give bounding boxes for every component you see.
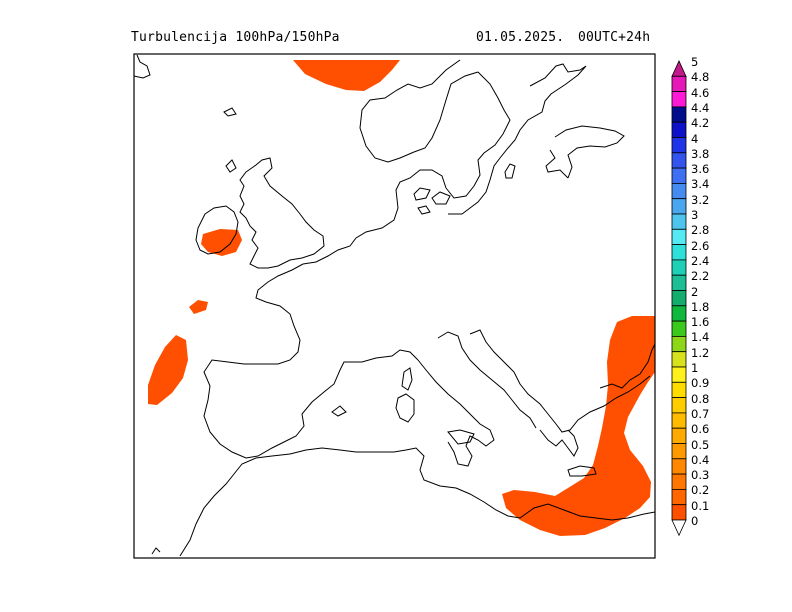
turbulence-area-east-mediterranean — [502, 316, 655, 536]
coastline-france-iberia — [203, 263, 419, 459]
coastline-sweden-baltic — [445, 71, 511, 199]
legend-swatch — [671, 137, 687, 154]
legend-swatch — [671, 335, 687, 353]
legend-swatch — [671, 397, 687, 414]
legend-level-label: 0.5 — [691, 437, 710, 452]
coastline-italy — [417, 359, 495, 467]
legend-swatch — [671, 458, 687, 475]
coastline-adriatic — [437, 331, 537, 429]
legend-swatch — [671, 182, 687, 200]
legend-level-label: 4.6 — [691, 85, 710, 100]
legend-swatch — [671, 412, 687, 429]
legend-level-label: 3.8 — [691, 146, 710, 161]
turbulence-area-north-sea — [293, 60, 400, 91]
coastline-britain — [239, 157, 325, 269]
legend-swatch — [671, 473, 687, 490]
legend-level-label: 0.3 — [691, 468, 710, 483]
legend-swatch — [671, 213, 687, 230]
legend-swatch — [671, 167, 687, 184]
coastline-balkans — [469, 329, 651, 433]
legend-level-label: 1.2 — [691, 345, 710, 360]
coastline-north-africa — [151, 447, 656, 557]
turbulence-area-atlantic-small — [189, 300, 208, 314]
legend-level-label: 3 — [691, 208, 699, 222]
legend-level-label: 1.6 — [691, 315, 710, 330]
coastline-baltic-south — [545, 149, 569, 179]
legend-level-label: 4.8 — [691, 70, 710, 85]
coastline-gotland — [504, 163, 516, 179]
legend-level-label: 0.7 — [691, 406, 710, 421]
legend-swatch — [671, 152, 687, 169]
legend-swatch — [671, 443, 687, 460]
legend-level-label: 3.6 — [691, 162, 710, 177]
legend-swatch — [671, 106, 687, 123]
legend-level-label: 0.4 — [691, 452, 710, 467]
legend-level-label: 0 — [691, 514, 699, 528]
legend-swatch — [671, 121, 687, 138]
legend-swatch — [671, 244, 687, 261]
coastline-ireland — [195, 205, 239, 255]
coastline-crete — [567, 465, 597, 477]
legend-level-label: 3.2 — [691, 192, 710, 207]
map-date: 01.05.2025. — [476, 30, 565, 45]
legend-swatch — [671, 60, 687, 77]
legend-level-label: 0.8 — [691, 391, 710, 406]
legend-swatch — [671, 259, 687, 276]
legend-swatch — [671, 274, 687, 291]
legend-level-label: 2.8 — [691, 223, 710, 238]
coastline-norway — [133, 54, 151, 79]
legend-swatch — [671, 366, 687, 383]
legend-swatch — [671, 305, 687, 322]
coastline-baltic-east — [448, 63, 587, 215]
legend-swatch — [671, 91, 687, 108]
coastline-sicily — [447, 429, 475, 445]
legend-level-label: 1.8 — [691, 299, 710, 314]
legend-level-label: 0.6 — [691, 422, 710, 437]
coastline-greece — [539, 429, 579, 457]
coastline-scandinavia — [359, 59, 479, 163]
coastline-gulf-finland — [554, 125, 625, 179]
turbulence-areas — [148, 60, 655, 536]
legend-swatch — [671, 320, 687, 337]
legend-level-label: 4.4 — [691, 100, 710, 115]
legend-level-label: 2.2 — [691, 269, 710, 284]
legend-swatch — [671, 504, 687, 521]
legend-level-label: 5 — [691, 55, 699, 69]
legend-level-label: 4 — [691, 131, 699, 146]
legend-level-label: 0.9 — [691, 376, 710, 391]
legend-swatch — [671, 488, 687, 506]
legend-swatch — [671, 228, 687, 246]
map-title: Turbulencija 100hPa/150hPa — [131, 30, 340, 45]
legend-level-label: 4.2 — [691, 116, 710, 131]
legend-swatch — [671, 75, 687, 93]
legend-level-label: 2 — [691, 284, 699, 299]
turbulence-area-atlantic-iberia — [148, 335, 188, 405]
legend-colorbar — [671, 60, 687, 537]
legend-swatch — [671, 427, 687, 444]
legend-swatch — [671, 351, 687, 368]
legend-level-label: 0.2 — [691, 483, 710, 498]
legend-level-label: 2.6 — [691, 238, 710, 253]
legend-swatch — [671, 381, 687, 398]
coastline-denmark-germany — [302, 169, 447, 265]
coastline-denmark-islands — [413, 187, 451, 215]
legend-level-label: 1.4 — [691, 330, 710, 345]
legend-swatch — [671, 519, 687, 537]
legend-swatch — [671, 198, 687, 215]
coastlines — [133, 54, 656, 557]
coastline-turkey — [599, 343, 656, 389]
legend-swatch — [671, 290, 687, 307]
coastline-small-islands — [223, 107, 237, 173]
legend-level-label: 1 — [691, 361, 699, 375]
map-frame — [133, 53, 656, 559]
forecast-run: 00UTC+24h — [578, 30, 651, 45]
coastline-corsica-sardinia — [395, 367, 415, 423]
legend-level-label: 0.1 — [691, 498, 710, 513]
legend-level-label: 3.4 — [691, 177, 710, 192]
legend-level-label: 2.4 — [691, 253, 710, 268]
coastline-balearic — [331, 405, 347, 417]
turbulence-area-ireland — [201, 229, 242, 256]
